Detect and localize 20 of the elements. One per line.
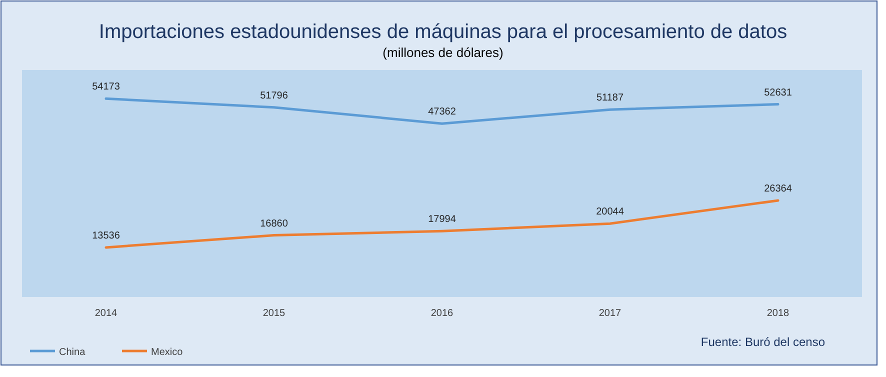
source-note: Fuente: Buró del censo bbox=[700, 335, 826, 349]
chart-subtitle: (millones de dólares) bbox=[382, 45, 504, 60]
data-label: 52631 bbox=[764, 87, 792, 98]
x-tick-label: 2018 bbox=[766, 308, 790, 319]
legend-label: Mexico bbox=[151, 347, 184, 358]
data-label: 51187 bbox=[596, 92, 624, 104]
x-tick-label: 2017 bbox=[598, 308, 622, 319]
data-label: 17994 bbox=[428, 214, 456, 226]
data-label: 51796 bbox=[260, 90, 288, 102]
x-tick-label: 2016 bbox=[430, 308, 454, 319]
data-label: 13536 bbox=[92, 230, 120, 242]
x-tick-label: 2014 bbox=[94, 308, 118, 319]
data-label: 20044 bbox=[596, 206, 624, 218]
data-label: 54173 bbox=[92, 82, 120, 93]
data-label: 26364 bbox=[764, 183, 792, 194]
legend-label: China bbox=[59, 347, 86, 358]
data-label: 47362 bbox=[428, 106, 456, 118]
x-tick-label: 2015 bbox=[262, 308, 286, 319]
data-label: 16860 bbox=[260, 218, 288, 230]
chart-title: Importaciones estadounidenses de máquinas para el procesamiento de datos bbox=[98, 21, 788, 43]
